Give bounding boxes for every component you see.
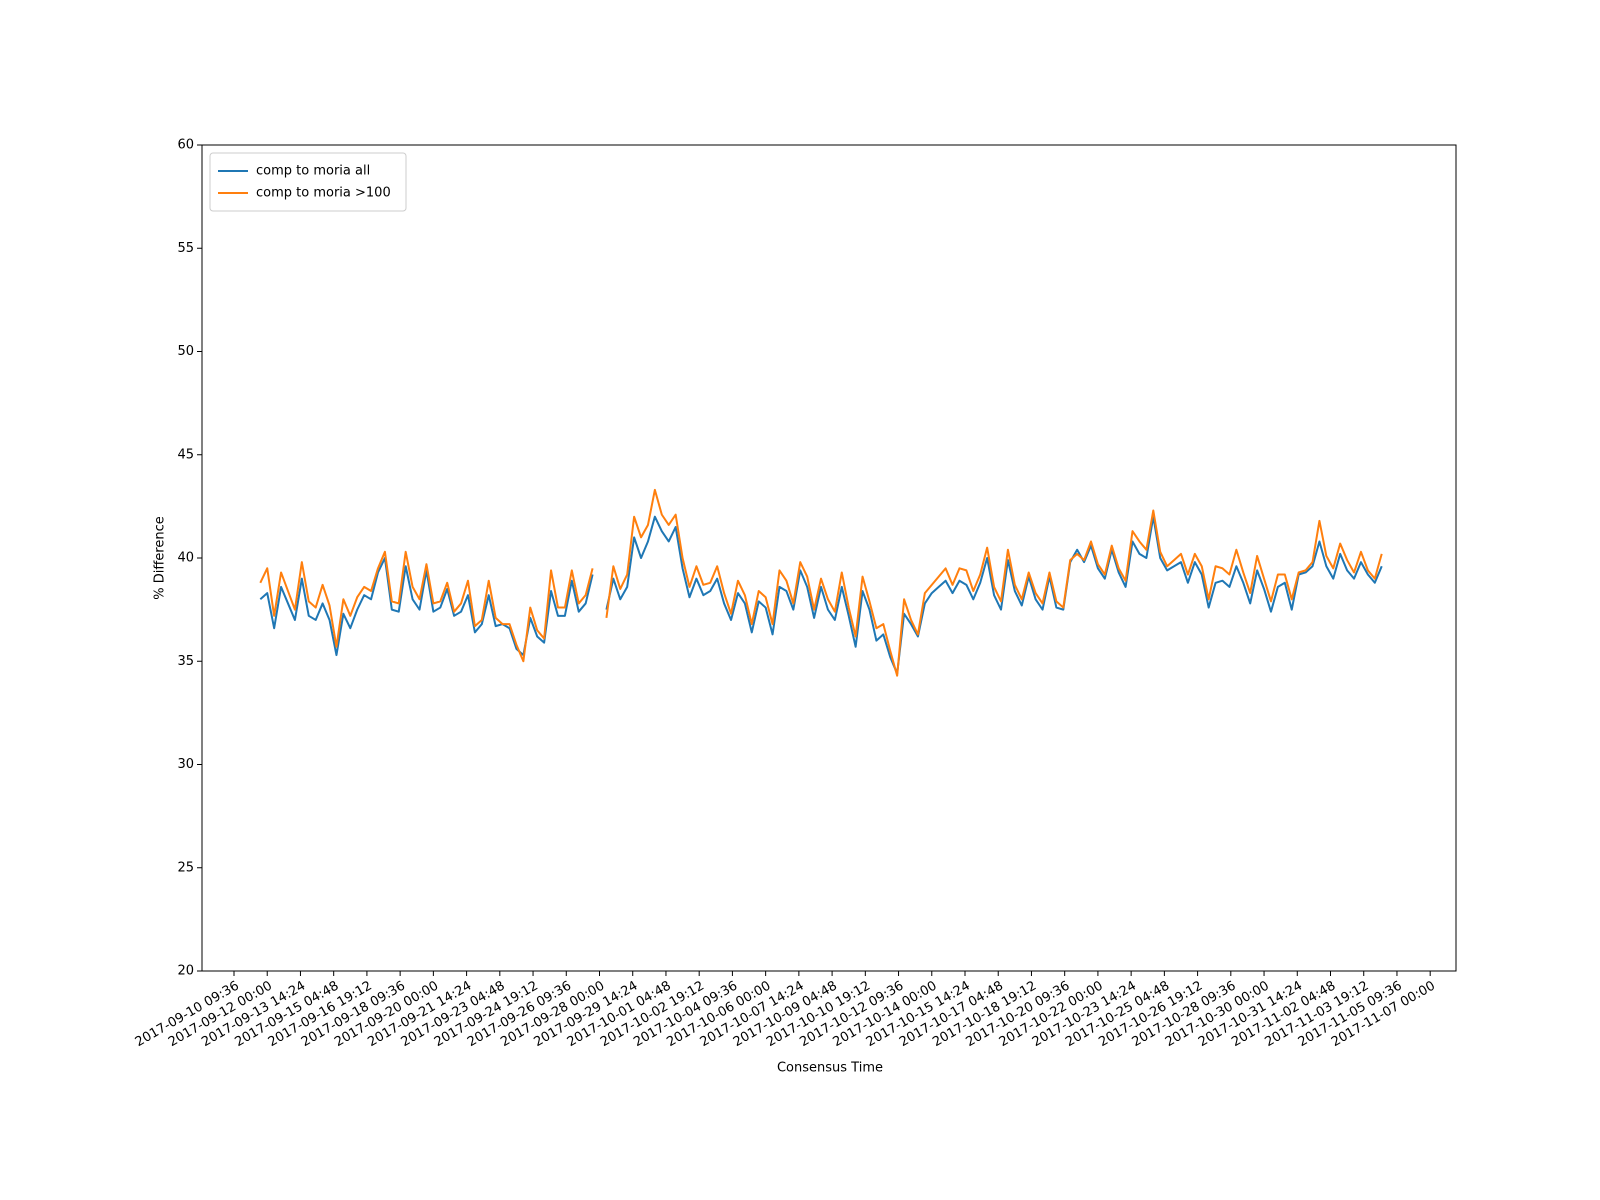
line-series — [259, 488, 1383, 677]
y-tick-label: 50 — [177, 344, 194, 359]
y-tick-label: 25 — [177, 860, 194, 875]
x-axis-label: Consensus Time — [777, 1061, 883, 1076]
plot-frame — [201, 144, 1457, 972]
y-tick-label: 60 — [177, 138, 194, 153]
y-tick-label: 30 — [177, 757, 194, 772]
line-series — [259, 515, 1383, 675]
y-tick-label: 35 — [177, 654, 194, 669]
y-tick-label: 20 — [177, 964, 194, 979]
y-tick-label: 40 — [177, 551, 194, 566]
legend-box — [209, 152, 407, 212]
y-axis-label: % Difference — [153, 516, 168, 600]
y-tick-label: 55 — [177, 241, 194, 256]
legend-label: comp to moria all — [256, 164, 370, 179]
legend-label: comp to moria >100 — [256, 186, 391, 201]
y-tick-label: 45 — [177, 447, 194, 462]
